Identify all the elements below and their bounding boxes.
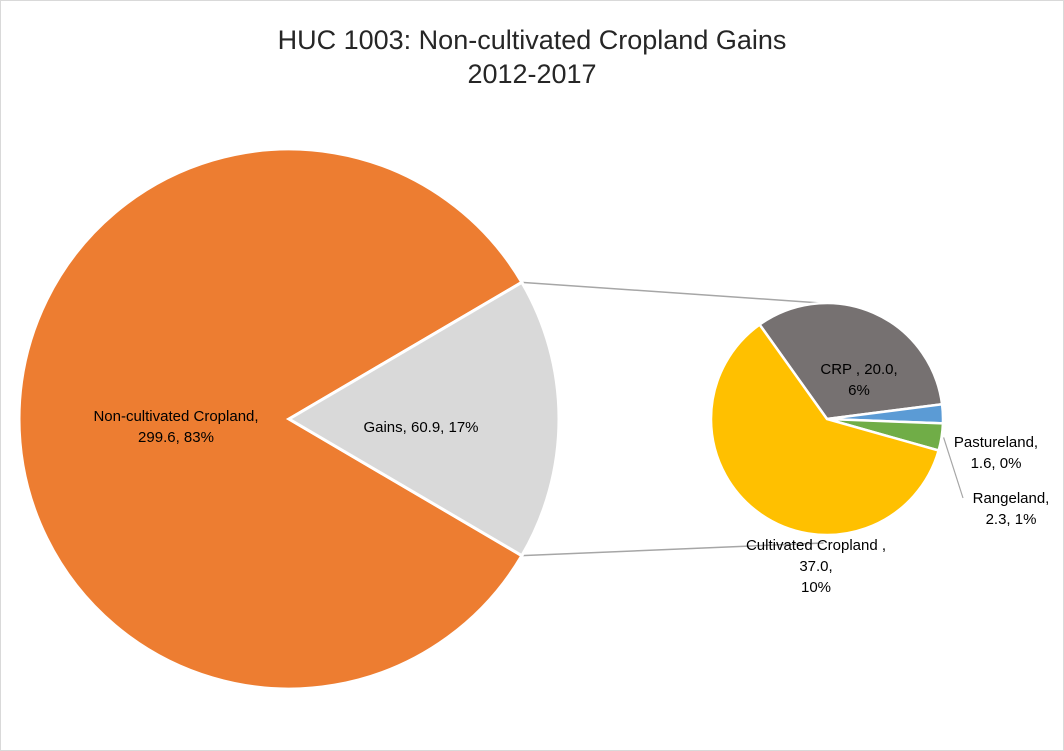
data-label-non-cultivated-cropland: Non-cultivated Cropland, 299.6, 83% xyxy=(93,408,258,446)
chart-subtitle-line: 2012-2017 xyxy=(467,59,597,89)
chart-title-line: HUC 1003: Non-cultivated Cropland Gains xyxy=(277,25,787,55)
secondary-slice-crp xyxy=(757,301,944,421)
connector-lines xyxy=(521,281,824,557)
secondary-slice-cultivated-cropland xyxy=(709,322,941,537)
primary-slice-gains xyxy=(286,280,561,558)
data-label-crp: CRP , 20.0, 6% xyxy=(820,361,897,399)
data-label-rangeland: Rangeland, 2.3, 1% xyxy=(973,490,1050,528)
secondary-pie xyxy=(709,301,945,537)
chart-title: HUC 1003: Non-cultivated Cropland Gains … xyxy=(1,23,1063,91)
primary-pie xyxy=(17,147,561,691)
slice-labels: Non-cultivated Cropland, 299.6, 83% Gains,… xyxy=(93,361,1049,596)
primary-slice-non-cultivated-cropland xyxy=(17,147,524,691)
data-label-cultivated-cropland: Cultivated Cropland , 37.0, 10% xyxy=(746,537,886,596)
data-label-gains: Gains, 60.9, 17% xyxy=(363,419,478,436)
connector-line-bottom xyxy=(521,542,824,557)
leader-lines xyxy=(943,437,964,499)
data-label-pastureland: Pastureland, 1.6, 0% xyxy=(954,434,1038,472)
leader-line-rangeland xyxy=(943,437,964,499)
connector-line-top xyxy=(521,281,823,304)
